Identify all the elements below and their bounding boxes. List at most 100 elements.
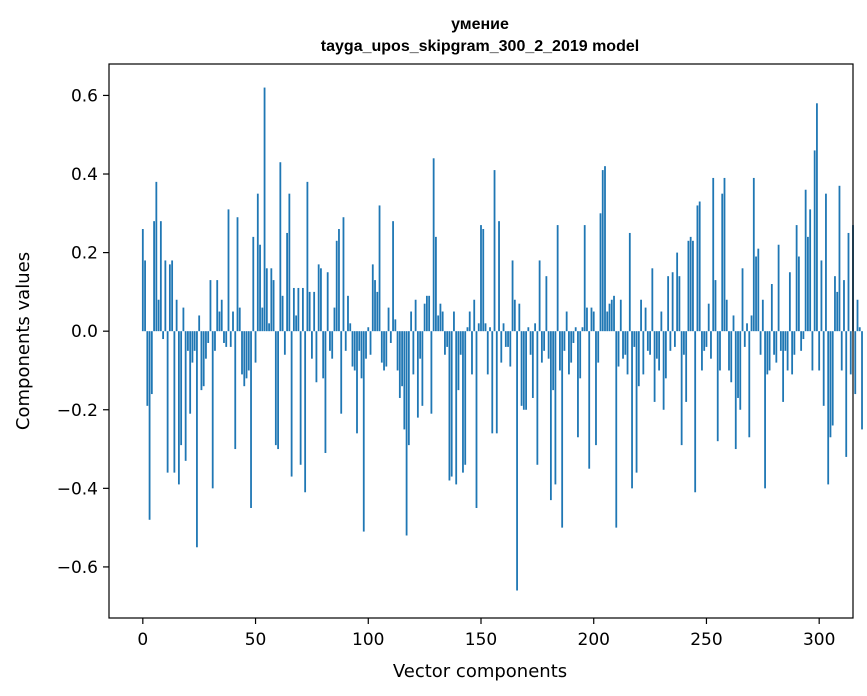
bar	[407, 331, 410, 446]
bar	[667, 276, 670, 332]
bar	[633, 331, 636, 347]
bar	[595, 331, 597, 446]
bar	[746, 323, 748, 332]
bar	[572, 331, 575, 343]
bar	[730, 331, 733, 383]
bar	[295, 315, 298, 332]
y-axis-label: Components values	[13, 252, 34, 430]
bar	[565, 311, 568, 332]
bar	[716, 331, 719, 442]
bar	[146, 331, 149, 406]
bar	[549, 331, 552, 501]
bar	[484, 323, 487, 332]
y-tick-label: −0.2	[57, 401, 98, 421]
bar	[200, 331, 203, 391]
bar	[412, 331, 415, 375]
bar	[678, 276, 681, 332]
bar	[543, 331, 546, 351]
bar	[673, 331, 676, 347]
bar	[378, 205, 381, 332]
bar	[795, 225, 798, 332]
bar	[597, 331, 600, 363]
bar	[480, 225, 482, 332]
bar	[825, 193, 827, 332]
x-tick-label: 150	[465, 630, 497, 650]
bar	[464, 331, 467, 465]
bar	[338, 229, 340, 332]
bar	[500, 331, 503, 363]
x-tick-label: 100	[352, 630, 384, 650]
bar	[570, 331, 573, 363]
bar	[613, 295, 615, 332]
bar	[534, 323, 537, 332]
bar	[374, 280, 376, 332]
bar	[822, 331, 825, 406]
bar	[698, 201, 701, 332]
bar	[669, 331, 672, 351]
bar	[770, 284, 773, 332]
bar	[380, 331, 383, 363]
bar	[854, 331, 857, 395]
bar	[184, 331, 187, 461]
bar	[540, 331, 543, 363]
y-axis: −0.6 −0.4 −0.2 0.0 0.2 0.4 0.6	[57, 86, 109, 578]
bar	[522, 331, 525, 410]
bar	[694, 331, 697, 493]
bar	[153, 221, 155, 332]
bar	[254, 331, 257, 363]
bar	[457, 331, 460, 391]
bar	[809, 209, 812, 332]
bar	[761, 299, 764, 332]
bar	[498, 221, 500, 332]
bar	[351, 331, 354, 367]
bar	[270, 268, 273, 332]
bar	[450, 331, 453, 477]
bar	[563, 331, 566, 351]
bar	[658, 331, 661, 371]
bar	[491, 331, 494, 434]
bar	[473, 299, 476, 332]
bar	[180, 331, 183, 446]
bar	[784, 331, 787, 351]
bar	[274, 331, 277, 446]
bar	[439, 303, 442, 332]
bar	[755, 256, 757, 332]
bar	[836, 291, 839, 332]
bar	[425, 295, 428, 332]
bar	[701, 331, 703, 371]
bar	[430, 331, 433, 414]
bar	[649, 331, 651, 355]
bar	[333, 307, 336, 332]
bar	[651, 268, 654, 332]
bar	[241, 331, 243, 375]
bar	[734, 331, 737, 450]
bar	[159, 221, 162, 332]
bar	[403, 331, 406, 430]
bar	[428, 295, 431, 332]
bar	[802, 331, 805, 340]
bar	[786, 331, 789, 371]
bar	[635, 331, 638, 473]
bar	[664, 331, 667, 379]
bar	[320, 268, 322, 332]
bar	[331, 331, 334, 359]
y-tick-label: −0.6	[57, 558, 98, 578]
bar	[326, 272, 329, 332]
bar	[466, 327, 469, 332]
bar	[732, 315, 735, 332]
bar	[353, 331, 356, 371]
bar	[493, 170, 496, 332]
bar	[344, 331, 347, 351]
bar	[322, 331, 325, 379]
bar	[216, 280, 219, 332]
bar	[383, 331, 385, 371]
bar	[162, 331, 165, 340]
bar	[552, 331, 555, 391]
bar	[171, 260, 174, 332]
bar	[791, 331, 794, 375]
bar	[816, 103, 818, 332]
bar	[342, 217, 345, 332]
bar	[793, 331, 796, 355]
bar	[782, 331, 785, 402]
bar	[441, 311, 444, 332]
